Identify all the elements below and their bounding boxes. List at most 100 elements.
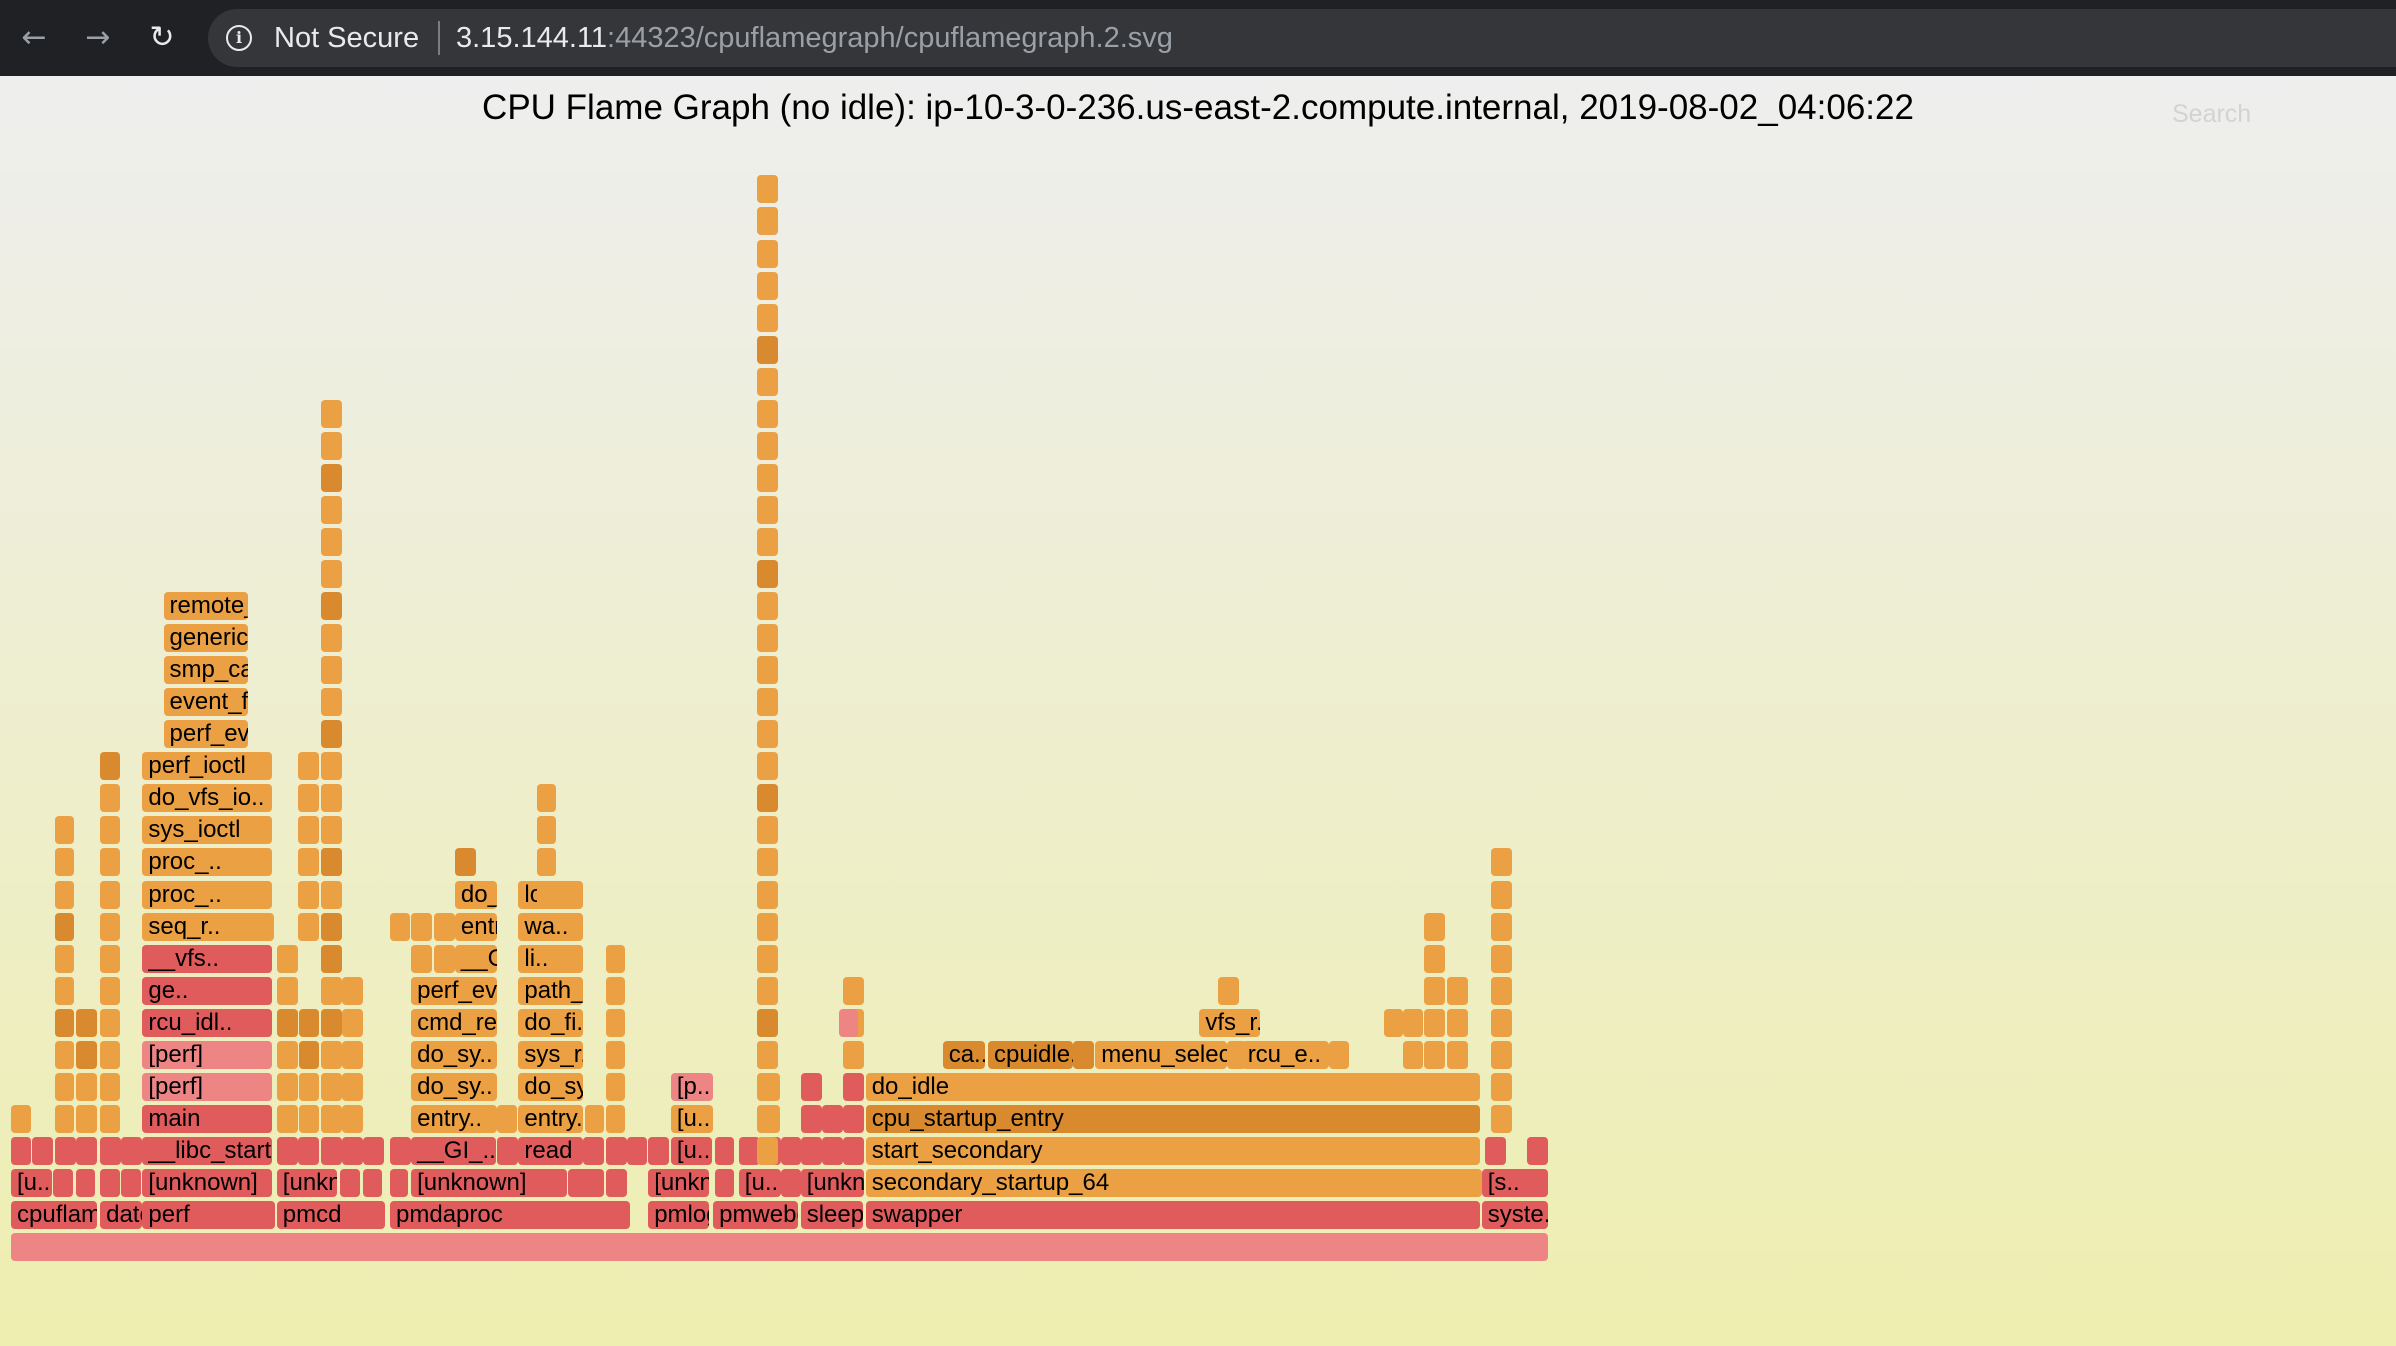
flame-frame-unlabeled[interactable]: [756, 1008, 778, 1037]
flame-frame-unlabeled[interactable]: [605, 1008, 626, 1037]
flame-frame-unlabeled[interactable]: [756, 720, 778, 749]
flame-frame[interactable]: [u..: [11, 1168, 52, 1197]
flame-frame-unlabeled[interactable]: [320, 463, 342, 492]
flame-frame[interactable]: proc_..: [142, 848, 273, 877]
flame-frame-unlabeled[interactable]: [1217, 976, 1239, 1005]
flame-frame-unlabeled[interactable]: [497, 1104, 517, 1133]
flame-frame[interactable]: do_sy..: [411, 1072, 498, 1101]
flame-frame-unlabeled[interactable]: [1424, 1008, 1446, 1037]
flame-frame-unlabeled[interactable]: [100, 1168, 120, 1197]
flame-frame[interactable]: li..: [518, 944, 584, 973]
flame-frame-unlabeled[interactable]: [320, 1136, 342, 1165]
flame-frame-unlabeled[interactable]: [297, 912, 319, 941]
flame-frame-unlabeled[interactable]: [756, 656, 778, 685]
flame-frame-unlabeled[interactable]: [54, 976, 75, 1005]
flame-frame-unlabeled[interactable]: [54, 816, 75, 845]
flame-frame-unlabeled[interactable]: [320, 784, 342, 813]
flame-frame-unlabeled[interactable]: [1424, 976, 1446, 1005]
flame-frame-unlabeled[interactable]: [756, 175, 778, 204]
flame-frame-unlabeled[interactable]: [756, 592, 778, 620]
flame-frame-unlabeled[interactable]: [1490, 880, 1512, 909]
flame-frame[interactable]: __GI_..: [411, 1136, 496, 1165]
flame-frame[interactable]: cpuidle..: [988, 1040, 1073, 1069]
flame-frame-unlabeled[interactable]: [756, 880, 778, 909]
flame-frame-unlabeled[interactable]: [320, 912, 342, 941]
flame-frame[interactable]: [u..: [670, 1104, 714, 1133]
flame-frame[interactable]: remote_..: [163, 592, 249, 620]
flame-frame-unlabeled[interactable]: [54, 1040, 75, 1069]
flame-frame-unlabeled[interactable]: [536, 880, 557, 909]
flame-frame[interactable]: sleep: [800, 1201, 863, 1229]
flame-frame-unlabeled[interactable]: [756, 1040, 778, 1069]
flame-frame-unlabeled[interactable]: [1424, 1040, 1446, 1069]
flame-frame-unlabeled[interactable]: [299, 1072, 319, 1101]
flame-frame[interactable]: entry_SYS..: [454, 912, 498, 941]
flame-frame-unlabeled[interactable]: [100, 1072, 120, 1101]
flame-frame-unlabeled[interactable]: [11, 1136, 31, 1165]
flame-frame-unlabeled[interactable]: [320, 560, 342, 588]
flame-frame-unlabeled[interactable]: [756, 784, 778, 813]
address-bar[interactable]: i Not Secure 3.15.144.11:44323/cpuflameg…: [208, 9, 2396, 67]
flame-frame-unlabeled[interactable]: [320, 592, 342, 620]
flame-frame[interactable]: [unknown]: [411, 1168, 567, 1197]
flame-frame[interactable]: proc_..: [142, 880, 273, 909]
flame-frame-unlabeled[interactable]: [341, 1104, 363, 1133]
flame-frame-unlabeled[interactable]: [100, 784, 120, 813]
flame-frame-unlabeled[interactable]: [756, 816, 778, 845]
flame-frame-unlabeled[interactable]: [297, 784, 319, 813]
forward-button[interactable]: →: [74, 14, 122, 62]
flame-frame[interactable]: seq_r..: [142, 912, 273, 941]
flame-frame-unlabeled[interactable]: [1490, 1072, 1512, 1101]
flame-frame-unlabeled[interactable]: [714, 1168, 735, 1197]
flame-frame-unlabeled[interactable]: [1403, 1008, 1423, 1037]
flame-frame-unlabeled[interactable]: [75, 1168, 96, 1197]
flame-frame-unlabeled[interactable]: [341, 1136, 363, 1165]
flame-frame-unlabeled[interactable]: [100, 752, 120, 781]
flame-frame-unlabeled[interactable]: [1329, 1040, 1349, 1069]
flame-frame-unlabeled[interactable]: [756, 495, 778, 524]
flame-frame[interactable]: perf_even..: [163, 720, 249, 749]
flame-frame-unlabeled[interactable]: [1447, 1040, 1469, 1069]
flame-frame-unlabeled[interactable]: [362, 1136, 384, 1165]
flame-frame-unlabeled[interactable]: [100, 1136, 122, 1165]
flame-frame-unlabeled[interactable]: [341, 1072, 363, 1101]
flame-frame-unlabeled[interactable]: [100, 1040, 120, 1069]
flame-frame-unlabeled[interactable]: [605, 944, 626, 973]
flame-frame[interactable]: sys_ioctl: [142, 816, 273, 845]
flame-frame-unlabeled[interactable]: [341, 1040, 363, 1069]
flame-frame-unlabeled[interactable]: [299, 1040, 319, 1069]
flame-frame-unlabeled[interactable]: [11, 1104, 31, 1133]
flame-frame-unlabeled[interactable]: [54, 1104, 75, 1133]
flame-frame-unlabeled[interactable]: [75, 1136, 97, 1165]
flame-frame-unlabeled[interactable]: [1527, 1168, 1549, 1197]
flame-frame-unlabeled[interactable]: [276, 1008, 298, 1037]
flame-frame-unlabeled[interactable]: [756, 1136, 778, 1165]
flame-frame[interactable]: path_..: [518, 976, 584, 1005]
flame-frame-unlabeled[interactable]: [1490, 944, 1512, 973]
flame-frame-unlabeled[interactable]: [297, 816, 319, 845]
flame-frame-unlabeled[interactable]: [276, 976, 298, 1005]
search-button[interactable]: Search: [2172, 100, 2252, 128]
flame-frame-unlabeled[interactable]: [584, 1104, 605, 1133]
flame-frame-unlabeled[interactable]: [320, 880, 342, 909]
flame-frame-unlabeled[interactable]: [320, 848, 342, 877]
flame-frame-unlabeled[interactable]: [75, 1072, 97, 1101]
flame-frame-unlabeled[interactable]: [297, 848, 319, 877]
flame-frame-unlabeled[interactable]: [320, 399, 342, 428]
flame-frame-unlabeled[interactable]: [1447, 1008, 1469, 1037]
flame-frame-unlabeled[interactable]: [756, 912, 778, 941]
flame-frame[interactable]: ge..: [142, 976, 273, 1005]
flame-frame-unlabeled[interactable]: [843, 1104, 865, 1133]
flame-frame[interactable]: syste..: [1481, 1201, 1549, 1229]
flame-frame[interactable]: pmdaproc: [390, 1201, 631, 1229]
flame-frame-unlabeled[interactable]: [276, 1072, 298, 1101]
flame-frame-unlabeled[interactable]: [320, 495, 342, 524]
flame-frame-unlabeled[interactable]: [252, 912, 274, 941]
flame-frame-unlabeled[interactable]: [411, 912, 433, 941]
flame-frame-unlabeled[interactable]: [800, 1072, 822, 1101]
flame-frame[interactable]: main: [142, 1104, 273, 1133]
flame-frame-unlabeled[interactable]: [605, 1168, 627, 1197]
flame-frame-unlabeled[interactable]: [838, 1008, 859, 1037]
flame-frame-unlabeled[interactable]: [756, 688, 778, 717]
flame-frame-unlabeled[interactable]: [121, 1168, 141, 1197]
